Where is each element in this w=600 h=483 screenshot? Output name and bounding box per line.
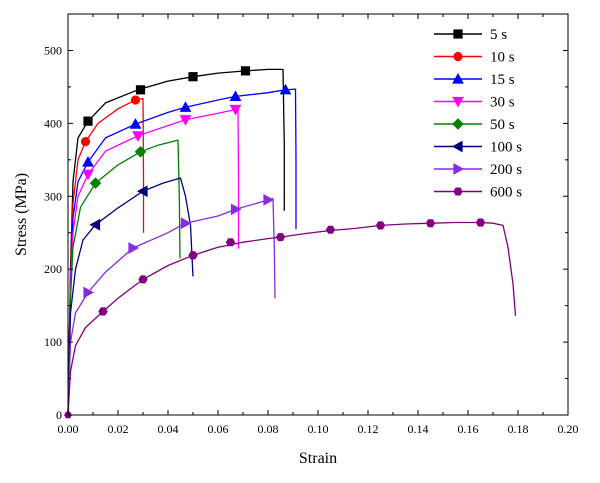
data-point <box>180 217 192 230</box>
legend-label: 100 s <box>490 140 522 156</box>
legend-item: 600 s <box>434 185 522 201</box>
data-point <box>229 90 242 101</box>
legend-label: 30 s <box>490 95 515 111</box>
data-point <box>230 203 242 216</box>
x-tick-label: 0.20 <box>558 422 579 436</box>
x-tick-label: 0.16 <box>458 422 479 436</box>
legend-item: 100 s <box>434 140 522 156</box>
series-line <box>67 139 181 416</box>
series-0 <box>67 66 285 416</box>
legend-marker <box>452 72 464 84</box>
legend-label: 10 s <box>490 50 515 66</box>
data-point <box>130 95 141 105</box>
data-point <box>128 242 140 254</box>
data-point <box>229 104 242 116</box>
x-tick-label: 0.08 <box>258 422 279 436</box>
x-tick-label: 0.10 <box>308 422 329 436</box>
data-point <box>136 185 148 198</box>
data-point <box>279 83 292 95</box>
data-point <box>89 177 102 189</box>
data-point <box>188 251 198 260</box>
x-tick-label: 0.06 <box>208 422 229 436</box>
legend-item: 15 s <box>434 72 515 88</box>
legend-marker <box>453 29 463 39</box>
series-3 <box>67 104 242 416</box>
y-tick-label: 500 <box>44 43 62 57</box>
x-tick-label: 0.12 <box>358 422 379 436</box>
legend-item: 5 s <box>434 27 507 43</box>
data-point <box>135 85 146 95</box>
series-line <box>67 68 285 416</box>
axis-ticks: 0.00 0.02 0.04 0.06 0.08 0.10 0.12 0.14 0.16 0.18… <box>44 13 579 436</box>
y-tick-label: 0 <box>56 408 62 422</box>
series-line <box>67 197 276 416</box>
data-point <box>375 221 386 230</box>
series-2 <box>67 83 297 416</box>
y-tick-label: 300 <box>44 189 62 203</box>
legend-label: 15 s <box>490 72 515 88</box>
data-point <box>179 115 192 126</box>
data-point <box>82 155 94 167</box>
data-point <box>134 146 147 158</box>
legend-marker <box>452 118 464 130</box>
data-point <box>132 131 144 142</box>
series-line <box>67 177 194 416</box>
x-tick-label: 0.14 <box>408 422 429 436</box>
series-4 <box>67 139 181 416</box>
data-point <box>83 116 93 126</box>
data-point <box>225 238 236 247</box>
y-tick-label: 200 <box>44 262 62 276</box>
legend-label: 600 s <box>490 185 522 201</box>
series-layer <box>64 66 517 419</box>
x-tick-label: 0.18 <box>508 422 529 436</box>
series-line <box>67 221 517 416</box>
series-6 <box>67 194 276 416</box>
data-point <box>98 307 108 316</box>
y-axis-title: Stress (MPa) <box>13 173 30 256</box>
y-tick-label: 100 <box>44 335 62 349</box>
series-7 <box>67 218 517 416</box>
legend-item: 10 s <box>434 50 515 66</box>
legend-item: 30 s <box>434 95 515 111</box>
data-point <box>275 233 286 242</box>
legend-marker <box>453 163 465 175</box>
legend-marker <box>451 140 463 153</box>
legend: 5 s 10 s 15 s 30 s 50 s 100 s 200 s 600 s <box>434 27 522 201</box>
data-point <box>89 218 101 231</box>
legend-label: 50 s <box>490 117 515 133</box>
data-point <box>240 66 251 76</box>
x-axis-title: Strain <box>299 450 337 467</box>
legend-marker <box>453 51 463 62</box>
x-tick-label: 0.00 <box>58 422 79 436</box>
data-point <box>425 219 436 228</box>
data-point <box>82 169 94 181</box>
data-point <box>325 225 336 234</box>
y-tick-label: 400 <box>44 116 62 130</box>
legend-item: 200 s <box>434 162 522 178</box>
data-point <box>188 72 198 82</box>
legend-marker <box>452 96 464 108</box>
data-point <box>263 194 275 206</box>
series-5 <box>67 177 194 416</box>
data-point <box>80 136 91 147</box>
x-tick-label: 0.02 <box>108 422 129 436</box>
data-point <box>129 118 142 129</box>
data-point <box>475 218 486 227</box>
x-tick-label: 0.04 <box>158 422 179 436</box>
data-point <box>138 275 148 284</box>
legend-marker <box>453 187 463 196</box>
data-point <box>83 286 95 299</box>
legend-item: 50 s <box>434 117 515 133</box>
legend-label: 5 s <box>490 27 507 43</box>
data-point <box>179 101 192 112</box>
series-line <box>67 88 297 416</box>
legend-label: 200 s <box>490 162 522 178</box>
